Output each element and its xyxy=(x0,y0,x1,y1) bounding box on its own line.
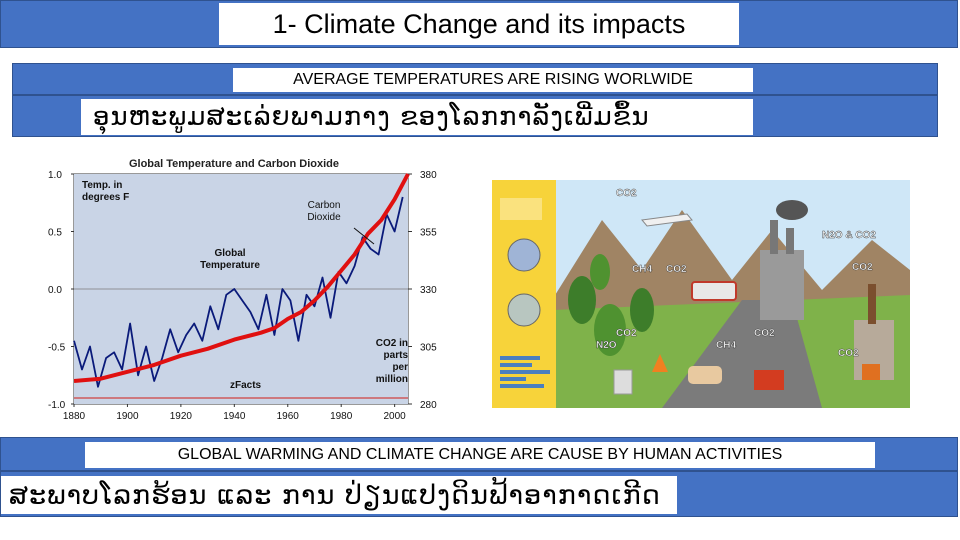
x-tick-label: 1880 xyxy=(63,411,86,422)
left-unit-label: Temp. in xyxy=(82,180,122,191)
right-unit-label: million xyxy=(376,374,408,385)
info-text-block xyxy=(500,198,542,220)
right-unit-label: CO2 in xyxy=(376,338,408,349)
pie-chart-icon-2 xyxy=(507,293,541,327)
heading-band-lao-top: ອຸນຫະພູມສະເລ່ຍພາມກາງ ຂອງໂລກກາລັງເພີ່ມຂຶ້… xyxy=(12,95,938,137)
y-right-tick-label: 330 xyxy=(420,285,437,296)
source-label: zFacts xyxy=(230,380,262,391)
slide-title: 1- Climate Change and its impacts xyxy=(219,3,739,45)
gas-label: CO2 xyxy=(616,188,637,199)
x-tick-label: 1940 xyxy=(223,411,246,422)
y-left-tick-label: 1.0 xyxy=(48,170,62,181)
temperature-annotation-label: Global xyxy=(214,248,245,259)
generator-icon xyxy=(754,370,784,390)
co2-annotation-label: Dioxide xyxy=(307,212,341,223)
gas-label: CO2 xyxy=(616,328,637,339)
gas-label: CH4 xyxy=(632,264,652,275)
cow-icon xyxy=(688,366,722,384)
gas-label: CO2 xyxy=(852,262,873,273)
y-left-tick-label: -0.5 xyxy=(48,343,66,354)
gas-label: N2O & CO2 xyxy=(822,230,876,241)
bar-icon xyxy=(500,384,544,388)
temperature-annotation-label: Temperature xyxy=(200,260,260,271)
y-right-tick-label: 380 xyxy=(420,170,437,181)
y-right-tick-label: 305 xyxy=(420,343,437,354)
x-tick-label: 1920 xyxy=(170,411,193,422)
house-chimney xyxy=(854,284,894,380)
x-tick-label: 1900 xyxy=(116,411,139,422)
chart-title: Global Temperature and Carbon Dioxide xyxy=(129,158,339,170)
heading-band-english-bottom: GLOBAL WARMING AND CLIMATE CHANGE ARE CA… xyxy=(0,437,958,471)
bar-icon xyxy=(500,363,532,367)
heading-english-top: AVERAGE TEMPERATURES ARE RISING WORLWIDE xyxy=(233,68,753,92)
fertilizer-bag-icon xyxy=(613,369,633,395)
gas-label: CO2 xyxy=(754,328,775,339)
bar-icon xyxy=(500,370,550,374)
heading-band-lao-bottom: ສະພາບໂລກຮ້ອນ ແລະ ການ ປ່ຽນແປງດິນຟ້າອາກາດເ… xyxy=(0,471,958,517)
y-left-tick-label: 0.0 xyxy=(48,285,62,296)
trees xyxy=(568,254,654,356)
co2-annotation-label: Carbon xyxy=(308,200,341,211)
gas-label: CO2 xyxy=(666,264,687,275)
airplane-icon xyxy=(641,213,693,227)
x-tick-label: 1980 xyxy=(330,411,353,422)
heading-lao-bottom: ສະພາບໂລກຮ້ອນ ແລະ ການ ປ່ຽນແປງດິນຟ້າອາກາດເ… xyxy=(1,476,677,514)
gas-label: CH4 xyxy=(716,340,736,351)
y-left-tick-label: 0.5 xyxy=(48,228,62,239)
left-unit-label: degrees F xyxy=(82,192,129,203)
gas-label: CO2 xyxy=(838,348,859,359)
heading-lao-top: ອຸນຫະພູມສະເລ່ຍພາມກາງ ຂອງໂລກກາລັງເພີ່ມຂຶ້… xyxy=(81,99,753,135)
factory xyxy=(760,200,808,320)
bus-icon xyxy=(691,281,737,301)
co2-series-line xyxy=(73,173,410,383)
x-tick-label: 1960 xyxy=(277,411,300,422)
fire-icon xyxy=(652,354,668,372)
temperature-co2-chart: Global Temperature and Carbon Dioxide 1.… xyxy=(44,152,440,438)
gas-label: N2O xyxy=(596,340,617,351)
heading-english-bottom: GLOBAL WARMING AND CLIMATE CHANGE ARE CA… xyxy=(85,442,875,468)
co2-arrow xyxy=(353,227,375,245)
heading-band-english-top: AVERAGE TEMPERATURES ARE RISING WORLWIDE xyxy=(12,63,938,95)
y-left-tick-label: -1.0 xyxy=(48,400,66,411)
bar-icon xyxy=(500,377,526,381)
bar-icon xyxy=(500,356,540,360)
pie-chart-icon xyxy=(507,238,541,272)
temperature-series-line xyxy=(73,196,404,388)
y-right-tick-label: 355 xyxy=(420,228,437,239)
y-right-tick-label: 280 xyxy=(420,400,437,411)
right-unit-label: parts xyxy=(384,350,409,361)
right-unit-label: per xyxy=(392,362,408,373)
slide-title-bar: 1- Climate Change and its impacts xyxy=(0,0,958,48)
x-tick-label: 2000 xyxy=(384,411,407,422)
